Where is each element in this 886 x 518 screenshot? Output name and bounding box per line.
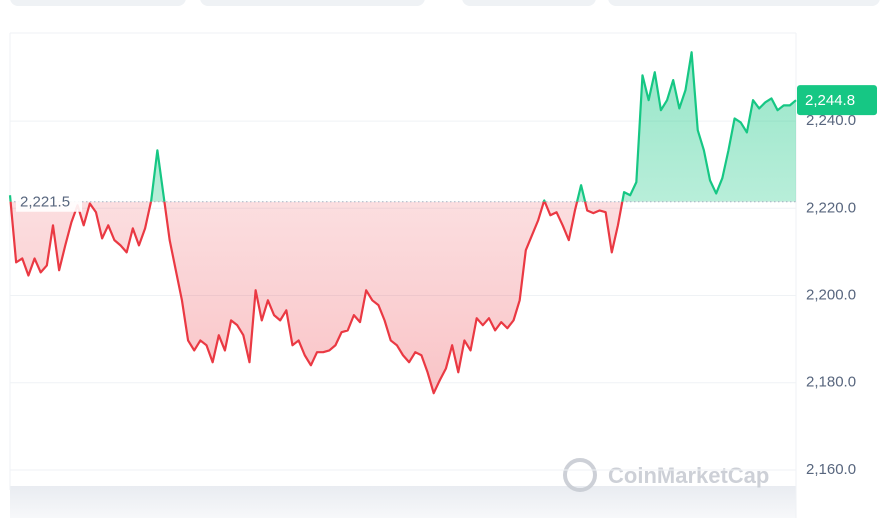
price-area-down <box>10 201 796 394</box>
volume-strip <box>10 486 796 518</box>
y-tick-label: 2,220.0 <box>806 199 856 216</box>
price-line-down <box>9 201 624 395</box>
price-line-up <box>8 51 797 202</box>
tab[interactable] <box>608 0 880 6</box>
tab[interactable] <box>462 0 596 6</box>
watermark-text: CoinMarketCap <box>608 463 769 488</box>
tab[interactable] <box>10 0 186 6</box>
last-price-tag <box>797 85 877 116</box>
y-tick-label: 2,200.0 <box>806 286 856 303</box>
baseline-label-bg <box>16 191 82 212</box>
tab[interactable] <box>200 0 425 6</box>
y-tick-label: 2,160.0 <box>806 461 856 478</box>
baseline-label: 2,221.5 <box>20 194 70 211</box>
y-tick-label: 2,240.0 <box>806 112 856 129</box>
watermark: CoinMarketCap <box>563 458 769 492</box>
last-price-label: 2,244.8 <box>805 92 855 109</box>
y-tick-label: 2,180.0 <box>806 374 856 391</box>
